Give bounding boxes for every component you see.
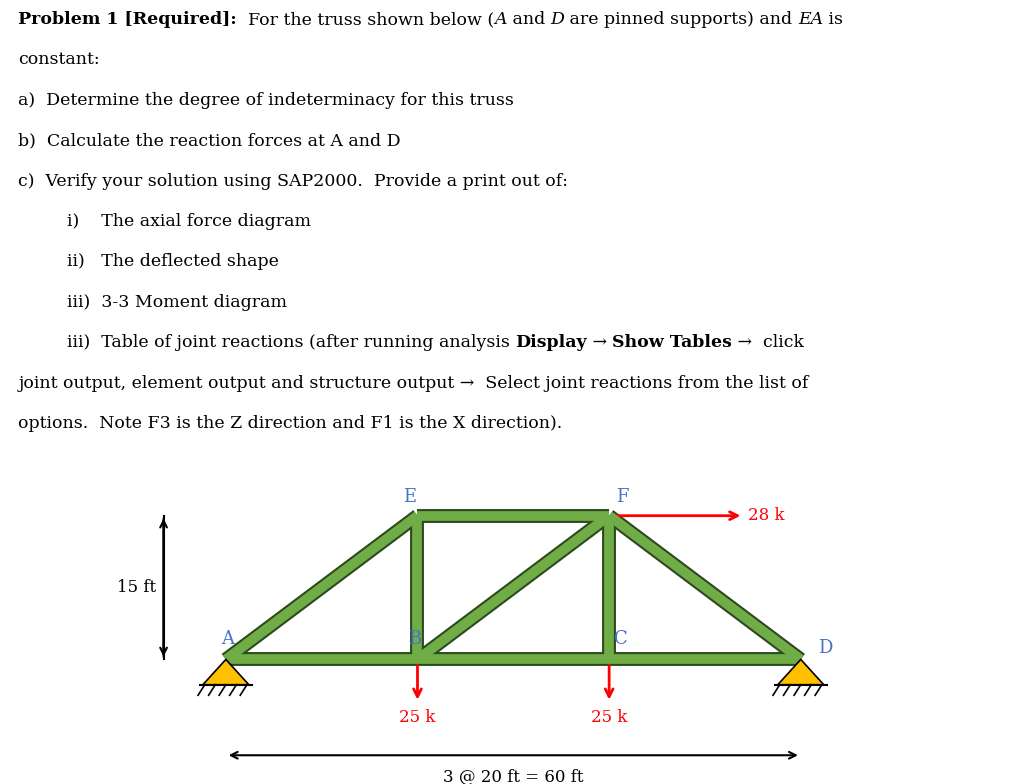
Text: 15 ft: 15 ft [117, 579, 156, 596]
Polygon shape [203, 659, 249, 684]
Text: click: click [752, 334, 804, 351]
Text: Show Tables: Show Tables [612, 334, 732, 351]
Text: iii)  3-3 Moment diagram: iii) 3-3 Moment diagram [67, 294, 287, 310]
Text: 25 k: 25 k [591, 710, 628, 726]
Text: E: E [403, 488, 416, 506]
Text: B: B [408, 630, 421, 648]
Text: A: A [495, 11, 507, 28]
Text: constant:: constant: [18, 52, 100, 68]
Text: D: D [551, 11, 564, 28]
Text: 28 k: 28 k [749, 507, 784, 524]
Polygon shape [778, 659, 823, 684]
Text: and: and [507, 11, 551, 28]
Text: A: A [221, 630, 234, 648]
Text: options.  Note F3 is the Z direction and F1 is the X direction).: options. Note F3 is the Z direction and … [18, 415, 562, 432]
Text: C: C [614, 630, 628, 648]
Text: is: is [823, 11, 843, 28]
Text: iii)  Table of joint reactions (after running analysis: iii) Table of joint reactions (after run… [67, 334, 515, 351]
Text: are pinned supports) and: are pinned supports) and [564, 11, 798, 28]
Text: F: F [615, 488, 629, 506]
Text: b)  Calculate the reaction forces at A and D: b) Calculate the reaction forces at A an… [18, 132, 401, 149]
Text: For the truss shown below (: For the truss shown below ( [238, 11, 495, 28]
Text: Problem 1 [Required]:: Problem 1 [Required]: [18, 11, 238, 28]
Text: c)  Verify your solution using SAP2000.  Provide a print out of:: c) Verify your solution using SAP2000. P… [18, 172, 568, 190]
Text: 3 @ 20 ft = 60 ft: 3 @ 20 ft = 60 ft [443, 768, 584, 784]
Text: 25 k: 25 k [399, 710, 435, 726]
Text: a)  Determine the degree of indeterminacy for this truss: a) Determine the degree of indeterminacy… [18, 92, 514, 109]
Text: Display: Display [515, 334, 587, 351]
Text: i)    The axial force diagram: i) The axial force diagram [67, 213, 310, 230]
Text: D: D [818, 638, 833, 656]
Text: →: → [732, 334, 752, 351]
Text: EA: EA [798, 11, 823, 28]
Text: →: → [587, 334, 612, 351]
Text: joint output, element output and structure output →  Select joint reactions from: joint output, element output and structu… [18, 375, 809, 391]
Text: ii)   The deflected shape: ii) The deflected shape [67, 253, 279, 270]
